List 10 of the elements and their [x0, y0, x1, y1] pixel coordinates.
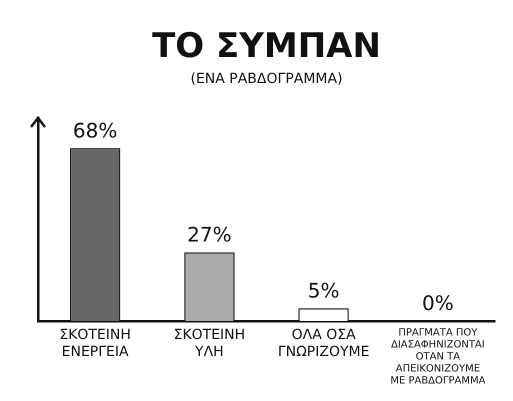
data-label: 0% [422, 291, 454, 316]
data-label: 5% [308, 278, 340, 302]
chart-subtitle: (ΕΝΑ ΡΑΒΔΟΓΡΑΜΜΑ) [190, 70, 343, 87]
data-label: 68% [72, 118, 118, 142]
x-tick-label: ΟΛΑ ΟΣΑ ΓΝΩΡΙΖΟΥΜΕ [278, 327, 370, 360]
chart-title: ΤΟ ΣΥΜΠΑΝ [152, 26, 381, 66]
x-tick-label: ΠΡΑΓΜΑΤΑ ΠΟΥ ΔΙΑΣΑΦΗΝΙΖΟΝΤΑΙ ΟΤΑΝ ΤΑ ΑΠΕΙΚΟΝΙΖΟΥΜΕ ΜΕ ΡΑΒΔΟΓΡΑΜΜΑ [390, 328, 486, 387]
data-label: 27% [187, 222, 232, 247]
x-tick-label: ΣΚΟΤΕΙΝΗ ΥΛΗ [174, 327, 246, 360]
x-tick-label: ΣΚΟΤΕΙΝΗ ΕΝΕΡΓΕΙΑ [59, 327, 131, 360]
